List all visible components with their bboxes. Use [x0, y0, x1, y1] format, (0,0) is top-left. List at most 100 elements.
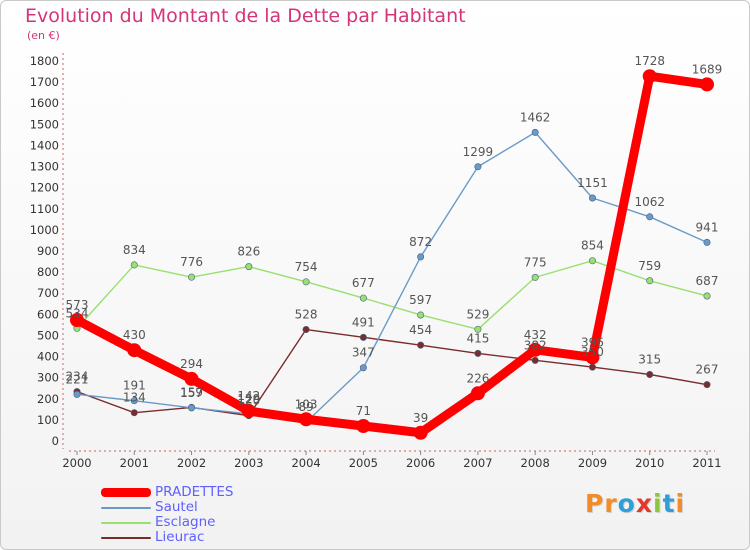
legend-swatch — [101, 521, 151, 524]
data-label-pradettes: 294 — [180, 357, 203, 371]
x-tick-label: 2008 — [521, 456, 550, 470]
chart-subtitle: (en €) — [27, 29, 60, 42]
legend-label: Esclagne — [155, 514, 216, 530]
legend-swatch — [101, 488, 151, 497]
data-label-lieurac: 315 — [638, 353, 661, 367]
data-label-esclagne: 854 — [581, 239, 604, 253]
x-tick-label: 2004 — [291, 456, 320, 470]
y-tick-label: 100 — [37, 413, 59, 427]
legend-label: Sautel — [155, 499, 198, 515]
legend-item-lieurac: Lieurac — [101, 530, 234, 545]
x-tick-label: 2005 — [349, 456, 378, 470]
legend-item-pradettes: PRADETTES — [101, 485, 234, 500]
data-label-pradettes: 432 — [524, 328, 547, 342]
data-label-esclagne: 775 — [524, 255, 547, 269]
data-label-esclagne: 776 — [180, 255, 203, 269]
data-label-pradettes: 103 — [295, 397, 318, 411]
data-point-pradettes — [356, 419, 371, 434]
data-point-sautel — [646, 213, 654, 221]
data-label-sautel: 89 — [298, 400, 313, 414]
logo-letter: x — [635, 489, 653, 518]
data-point-esclagne — [646, 277, 654, 285]
logo-letter: P — [585, 489, 605, 518]
logo-letter: t — [662, 489, 676, 518]
data-point-esclagne — [703, 292, 711, 300]
data-point-sautel — [703, 238, 711, 246]
data-point-pradettes — [413, 425, 428, 440]
data-label-esclagne: 759 — [638, 259, 661, 273]
data-point-pradettes — [70, 313, 84, 328]
logo-letter: r — [604, 489, 618, 518]
data-point-esclagne — [531, 273, 539, 281]
x-tick-label: 2009 — [578, 456, 607, 470]
data-label-pradettes: 1689 — [692, 62, 723, 76]
y-tick-label: 1600 — [30, 96, 59, 110]
data-label-sautel: 157 — [180, 386, 203, 400]
legend-swatch — [101, 536, 151, 539]
data-point-lieurac — [130, 409, 138, 417]
series-line-sautel — [76, 131, 708, 423]
data-point-lieurac — [359, 333, 367, 341]
y-tick-label: 300 — [37, 371, 59, 385]
data-label-sautel: 872 — [409, 235, 432, 249]
data-label-esclagne: 534 — [66, 306, 89, 320]
x-tick-label: 2002 — [177, 456, 206, 470]
data-point-pradettes — [470, 386, 485, 401]
data-label-lieurac: 159 — [180, 385, 203, 399]
data-point-pradettes — [241, 404, 256, 419]
data-label-pradettes: 396 — [581, 335, 604, 349]
data-point-esclagne — [188, 273, 196, 281]
data-label-sautel: 941 — [696, 220, 719, 234]
y-tick-label: 1100 — [30, 202, 59, 216]
legend-item-sautel: Sautel — [101, 500, 234, 515]
data-label-sautel: 1299 — [463, 145, 494, 159]
y-tick-label: 1200 — [30, 181, 59, 195]
data-label-pradettes: 226 — [466, 371, 489, 385]
legend-label: PRADETTES — [155, 484, 234, 500]
data-point-esclagne — [130, 261, 138, 269]
data-point-lieurac — [531, 356, 539, 364]
data-point-esclagne — [474, 325, 482, 333]
y-tick-label: 1400 — [30, 138, 59, 152]
data-label-lieurac: 491 — [352, 315, 375, 329]
data-label-pradettes: 71 — [356, 404, 371, 418]
data-label-sautel: 1462 — [520, 110, 551, 124]
data-point-lieurac — [417, 341, 425, 349]
data-label-esclagne: 677 — [352, 276, 375, 290]
data-label-pradettes: 430 — [123, 328, 146, 342]
data-label-sautel: 191 — [123, 379, 146, 393]
y-tick-label: 700 — [37, 286, 59, 300]
data-point-esclagne — [417, 311, 425, 319]
x-tick-label: 2001 — [120, 456, 149, 470]
data-point-pradettes — [299, 412, 314, 427]
data-label-sautel: 347 — [352, 346, 375, 360]
data-label-lieurac: 454 — [409, 323, 432, 337]
logo-letter: i — [653, 489, 663, 518]
data-point-esclagne — [359, 294, 367, 302]
data-point-sautel — [188, 404, 196, 412]
data-label-lieurac: 415 — [466, 331, 489, 345]
y-tick-label: 1700 — [30, 75, 59, 89]
legend-item-esclagne: Esclagne — [101, 515, 234, 530]
data-point-lieurac — [588, 363, 596, 371]
series-line-lieurac — [76, 328, 708, 417]
y-tick-label: 800 — [37, 265, 59, 279]
data-point-lieurac — [703, 381, 711, 389]
x-tick-label: 2007 — [463, 456, 492, 470]
data-point-esclagne — [245, 263, 253, 271]
y-tick-label: 0 — [52, 434, 59, 448]
data-point-pradettes — [585, 350, 600, 365]
data-point-pradettes — [184, 371, 199, 386]
proxiti-logo: Proxiti — [585, 489, 685, 518]
data-label-esclagne: 754 — [295, 260, 318, 274]
data-point-sautel — [531, 128, 539, 136]
data-point-sautel — [130, 397, 138, 405]
data-label-sautel: 221 — [66, 372, 89, 386]
data-point-pradettes — [642, 69, 657, 84]
data-label-lieurac: 267 — [696, 363, 719, 377]
logo-letter: o — [617, 489, 636, 518]
data-point-esclagne — [302, 278, 310, 286]
data-label-esclagne: 826 — [237, 245, 260, 259]
data-point-pradettes — [528, 342, 543, 357]
